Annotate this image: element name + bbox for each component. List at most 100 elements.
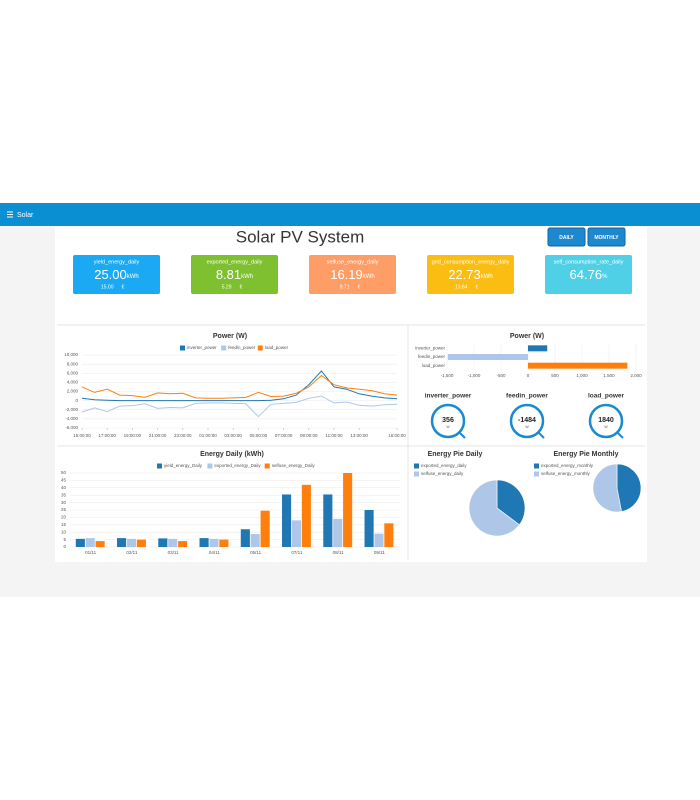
power-line xyxy=(81,395,398,418)
bar xyxy=(384,523,394,547)
x-tick-label: 07/11 xyxy=(291,550,302,555)
bar xyxy=(250,533,260,547)
legend-swatch xyxy=(207,463,213,469)
x-tick-label: 15:00:00 xyxy=(73,433,91,438)
x-tick-label: 16:00:00 xyxy=(388,433,406,438)
legend-swatch xyxy=(414,463,419,469)
bar xyxy=(447,354,528,360)
gauge-ring xyxy=(588,403,624,439)
y-tick-label: 2,000 xyxy=(67,389,79,394)
gauge-ring xyxy=(509,403,545,439)
card-value-unit: kWh xyxy=(241,274,253,280)
x-tick-label: 09:00:00 xyxy=(300,433,318,438)
gauge-value: 356 xyxy=(442,417,454,424)
x-tick-label: -1,500 xyxy=(441,373,454,378)
card-value: 22.73kWh xyxy=(448,267,493,282)
bar xyxy=(117,538,127,547)
kpi-card xyxy=(191,255,278,294)
gauge-needle xyxy=(537,431,545,439)
x-tick-label: 05:00:00 xyxy=(250,433,268,438)
x-tick-label: 01:00:00 xyxy=(199,433,217,438)
legend-swatch xyxy=(221,345,227,351)
y-tick-label: 30 xyxy=(61,500,67,505)
card-currency: € xyxy=(358,284,361,290)
x-tick-label: 11:00:00 xyxy=(325,433,343,438)
y-tick-label: 20 xyxy=(61,515,67,520)
y-tick-label: inverter_power xyxy=(415,346,445,351)
bar xyxy=(168,538,178,547)
legend-swatch xyxy=(534,471,539,477)
y-tick-label: 5 xyxy=(63,537,66,542)
card-label: grid_consumption_energy_daily xyxy=(432,259,510,265)
y-tick-label: 10,000 xyxy=(64,352,78,357)
card-label: selfuse_energy_daily xyxy=(327,259,379,265)
card-cost: 15.00 xyxy=(101,284,114,290)
x-tick-label: 1,000 xyxy=(576,373,588,378)
toggle-button[interactable] xyxy=(587,227,626,247)
bar xyxy=(301,484,311,547)
legend-label: feedin_power xyxy=(228,345,256,350)
y-tick-label: feedin_power xyxy=(418,354,446,359)
kpi-card xyxy=(73,255,160,294)
bar xyxy=(126,538,137,547)
bar xyxy=(323,494,333,547)
legend-swatch xyxy=(157,463,162,469)
y-tick-label: 8,000 xyxy=(67,361,79,366)
card-currency: € xyxy=(240,284,243,290)
card-value: 16.19kWh xyxy=(330,267,375,282)
chart-title: Energy Pie Daily xyxy=(428,451,483,458)
x-tick-label: -500 xyxy=(496,373,506,378)
y-tick-label: -6,000 xyxy=(65,425,78,430)
gauge-needle xyxy=(616,431,624,439)
pie-slice xyxy=(468,479,520,537)
card-label: yield_energy_daily xyxy=(94,259,140,265)
card-cost: 13.64 xyxy=(455,284,468,290)
x-tick-label: 21:00:00 xyxy=(149,433,167,438)
y-tick-label: 10 xyxy=(61,529,67,534)
x-tick-label: 03/11 xyxy=(168,550,179,555)
card-value-number: 22.73 xyxy=(448,267,481,282)
toggle-button[interactable] xyxy=(547,227,586,247)
x-tick-label: 05/11 xyxy=(250,550,261,555)
gauge-unit: W xyxy=(604,425,608,429)
x-tick-label: 07:00:00 xyxy=(275,433,293,438)
menu-icon[interactable] xyxy=(7,211,13,218)
gauge-needle xyxy=(458,431,466,439)
card-value-unit: % xyxy=(602,274,608,280)
card-value-unit: kWh xyxy=(363,274,375,280)
bar xyxy=(333,518,343,547)
chart-title: Energy Pie Monthly xyxy=(554,451,619,458)
bar xyxy=(240,529,250,547)
pie-slice xyxy=(616,463,642,512)
card-currency: € xyxy=(122,284,125,290)
bar xyxy=(528,345,548,352)
chart-title: Power (W) xyxy=(213,333,247,340)
x-tick-label: 04/11 xyxy=(209,550,220,555)
bar xyxy=(282,494,292,547)
y-tick-label: 25 xyxy=(61,507,67,512)
card-value-number: 16.19 xyxy=(330,267,363,282)
x-tick-label: 08/11 xyxy=(333,550,344,555)
kpi-card xyxy=(545,255,632,294)
pie-slice xyxy=(592,463,622,513)
legend-label: selfuse_energy_Daily xyxy=(272,463,316,468)
power-line xyxy=(81,370,398,402)
kpi-card xyxy=(427,255,514,294)
gauge-unit: W xyxy=(525,425,529,429)
card-value-unit: kWh xyxy=(127,274,139,280)
card-label: exported_energy_daily xyxy=(207,259,263,265)
card-value: 25.00kWh xyxy=(94,267,139,282)
legend-swatch xyxy=(180,345,185,351)
gauge-unit: W xyxy=(446,425,450,429)
x-tick-label: 500 xyxy=(551,373,559,378)
x-tick-label: -1,000 xyxy=(468,373,481,378)
button-label: MONTHLY xyxy=(594,235,619,241)
bar xyxy=(219,539,229,547)
pie-slice xyxy=(496,479,526,526)
bar xyxy=(528,362,628,369)
power-line xyxy=(81,374,398,399)
bar xyxy=(158,538,168,547)
y-tick-label: -2,000 xyxy=(65,407,78,412)
gauge-value: -1484 xyxy=(518,417,536,424)
